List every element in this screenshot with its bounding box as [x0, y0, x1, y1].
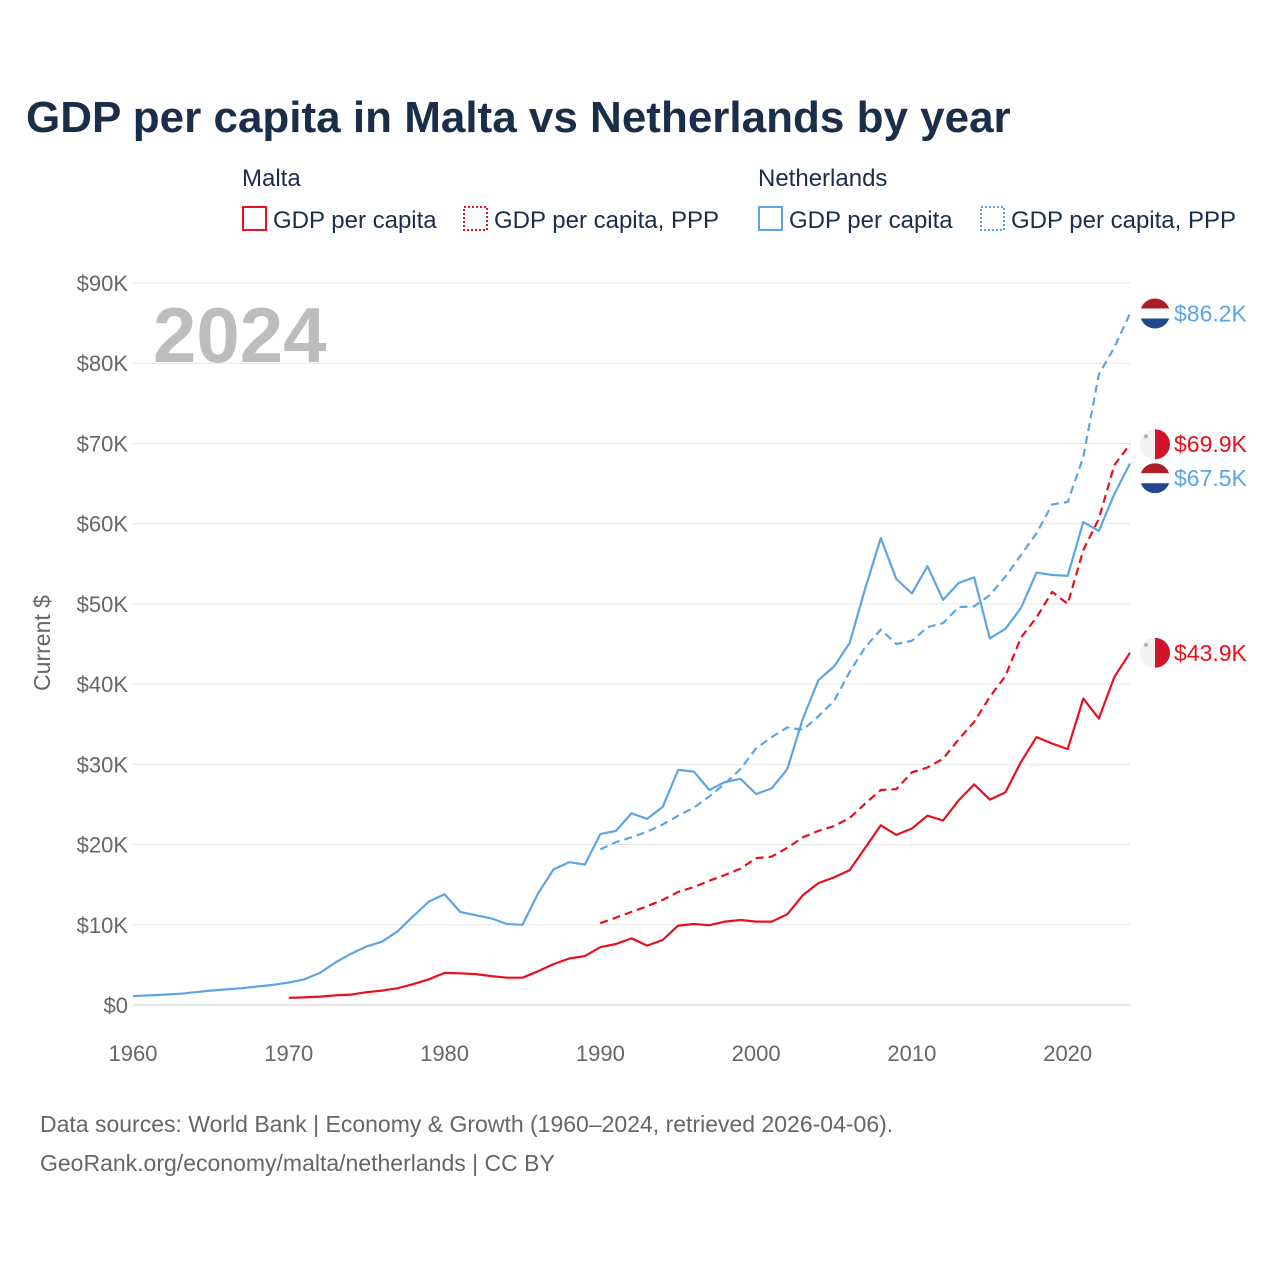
y-tick-label: $30K	[77, 752, 129, 777]
series-line-0	[288, 652, 1131, 999]
x-tick-label: 2000	[732, 1041, 781, 1066]
url-line: GeoRank.org/economy/malta/netherlands | …	[40, 1150, 555, 1176]
y-axis-label: Current $	[29, 595, 55, 691]
source-line: Data sources: World Bank | Economy & Gro…	[40, 1111, 893, 1137]
y-tick-label: $50K	[77, 592, 129, 617]
y-tick-label: $80K	[77, 351, 129, 376]
end-label-0: $43.9K	[1174, 640, 1248, 666]
legend-swatch-malta-ppp	[463, 206, 488, 231]
malta-flag-icon	[1140, 429, 1170, 460]
end-label-3: $86.2K	[1174, 300, 1248, 326]
y-tick-label: $10K	[77, 913, 129, 938]
legend: Malta GDP per capita GDP per capita, PPP…	[242, 165, 1236, 234]
x-tick-label: 2020	[1043, 1041, 1092, 1066]
legend-label-malta-ppp[interactable]: GDP per capita, PPP	[494, 207, 719, 234]
chart-title: GDP per capita in Malta vs Netherlands b…	[26, 93, 1011, 142]
legend-label-malta-gdp[interactable]: GDP per capita	[273, 207, 437, 234]
year-marker: 2024	[153, 291, 327, 379]
x-tick-label: 2010	[887, 1041, 936, 1066]
y-axis: $0 $10K $20K $30K $40K $50K $60K $70K $80K $90K	[77, 271, 129, 1018]
legend-swatch-netherlands-ppp	[980, 206, 1005, 231]
x-tick-label: 1970	[264, 1041, 313, 1066]
end-label-1: $69.9K	[1174, 431, 1248, 457]
legend-label-netherlands-ppp[interactable]: GDP per capita, PPP	[1011, 207, 1236, 234]
y-tick-label: $90K	[77, 271, 129, 296]
legend-swatch-netherlands-gdp	[758, 206, 783, 231]
end-labels: $86.2K $69.9K $67.5K $43.9K	[1140, 298, 1248, 668]
grid	[133, 282, 1130, 1006]
x-tick-label: 1980	[420, 1041, 469, 1066]
legend-group-malta: Malta	[242, 165, 301, 192]
netherlands-flag-icon	[1140, 298, 1170, 329]
malta-flag-icon	[1140, 637, 1170, 668]
y-tick-label: $70K	[77, 431, 129, 456]
series-line-3	[599, 313, 1131, 851]
legend-label-netherlands-gdp[interactable]: GDP per capita	[789, 207, 953, 234]
y-tick-label: $20K	[77, 833, 129, 858]
end-label-2: $67.5K	[1174, 465, 1248, 491]
netherlands-flag-icon	[1140, 463, 1170, 494]
x-tick-label: 1960	[109, 1041, 158, 1066]
y-tick-label: $40K	[77, 672, 129, 697]
series-line-2	[132, 462, 1131, 998]
series-group	[132, 313, 1131, 999]
x-axis: 1960 1970 1980 1990 2000 2010 2020	[109, 1041, 1093, 1066]
y-tick-label: $0	[104, 993, 128, 1018]
legend-group-netherlands: Netherlands	[758, 165, 887, 192]
y-tick-label: $60K	[77, 512, 129, 537]
series-line-1	[599, 443, 1131, 925]
x-tick-label: 1990	[576, 1041, 625, 1066]
legend-swatch-malta-gdp	[242, 206, 267, 231]
